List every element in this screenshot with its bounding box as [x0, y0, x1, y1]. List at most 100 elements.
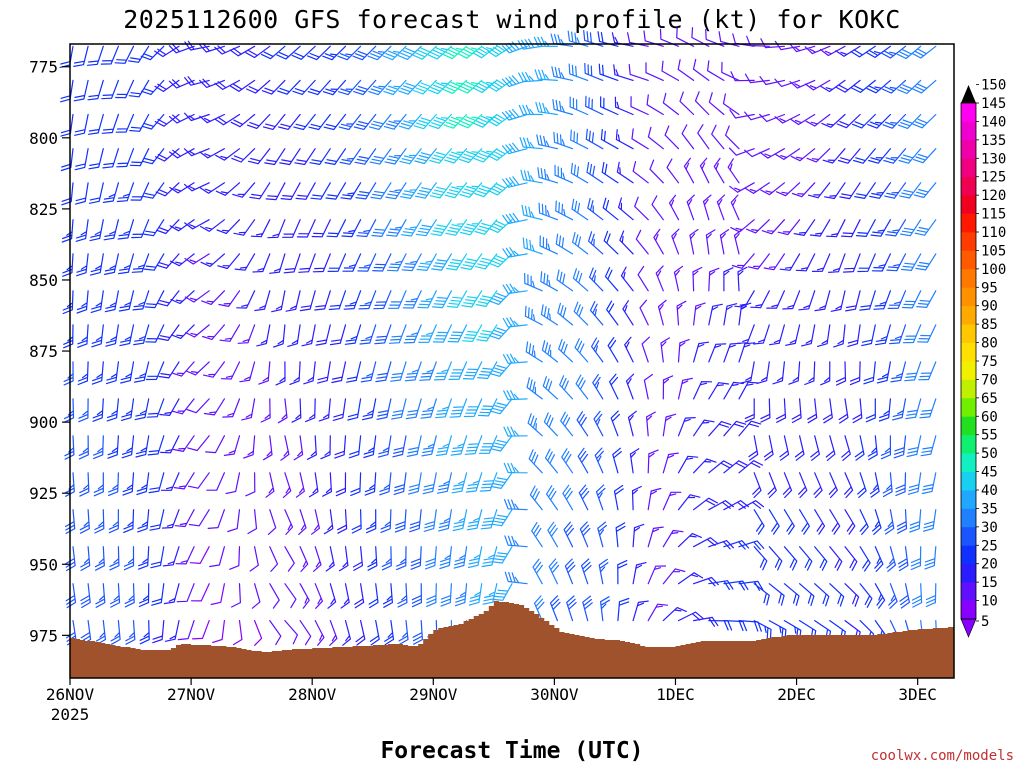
colorbar-swatch: [961, 158, 976, 178]
wind-barb: [86, 45, 104, 66]
wind-barb: [795, 253, 816, 272]
wind-barb: [342, 253, 362, 272]
wind-barb: [154, 113, 180, 127]
wind-barb: [543, 412, 558, 437]
wind-barb: [444, 148, 468, 164]
wind-barb: [457, 45, 483, 59]
wind-barb: [857, 472, 867, 498]
y-tick-label: 875: [29, 342, 58, 361]
wind-barb: [368, 79, 392, 96]
wind-barb: [489, 324, 513, 340]
wind-barb: [462, 324, 483, 343]
wind-barb: [60, 148, 74, 172]
wind-barb: [245, 472, 256, 497]
wind-barb: [452, 509, 468, 532]
wind-barb: [814, 546, 828, 571]
wind-barb: [885, 219, 907, 237]
wind-barb: [738, 540, 765, 550]
wind-barb: [647, 603, 669, 622]
wind-barb: [295, 182, 316, 200]
wind-barb: [315, 324, 331, 346]
wind-barb: [422, 472, 437, 495]
colorbar-label: 115: [981, 207, 1006, 223]
wind-barb: [187, 472, 210, 489]
wind-barb: [880, 435, 891, 460]
wind-barb: [558, 339, 574, 363]
colorbar-label: 15: [981, 575, 998, 591]
chart-title: 2025112600 GFS forecast wind profile (kt…: [123, 5, 901, 34]
wind-barb: [91, 324, 104, 348]
wind-barb: [487, 44, 513, 58]
wind-barb: [63, 324, 74, 349]
wind-barb: [192, 620, 210, 640]
wind-barb: [212, 620, 225, 643]
colorbar-label: 145: [981, 96, 1006, 112]
wind-barb: [90, 290, 104, 313]
colorbar-swatch: [961, 250, 976, 270]
wind-barb: [428, 113, 452, 130]
colorbar-swatch: [961, 582, 976, 601]
wind-barb: [439, 546, 452, 570]
wind-barb: [446, 290, 468, 308]
wind-barb: [339, 148, 362, 165]
wind-barb: [108, 509, 119, 534]
wind-barb: [502, 283, 528, 295]
wind-barb: [888, 324, 907, 345]
x-tick-year: 2025: [51, 705, 90, 724]
wind-barb: [609, 373, 619, 400]
wind-barb: [878, 398, 891, 422]
wind-barb: [429, 182, 452, 199]
x-tick-label: 29NOV: [409, 685, 458, 704]
wind-barb: [924, 546, 937, 570]
wind-barb: [400, 182, 422, 199]
wind-barb: [110, 583, 121, 608]
wind-barb: [397, 45, 422, 60]
wind-barb: [343, 290, 362, 310]
wind-barb: [163, 583, 180, 605]
wind-barb: [662, 375, 674, 400]
wind-barb: [73, 45, 89, 67]
wind-barb: [809, 219, 831, 237]
wind-barb: [763, 253, 785, 271]
wind-barb: [744, 73, 770, 84]
wind-barb: [760, 182, 785, 196]
wind-barb: [857, 253, 876, 273]
wind-barb: [199, 43, 225, 53]
wind-barb: [859, 583, 873, 608]
wind-barb: [94, 509, 105, 534]
wind-barb: [314, 620, 325, 646]
speed-colorbar: 1501451401351301251201151101051009590858…: [960, 78, 1006, 638]
wind-barb: [205, 435, 225, 454]
wind-barb: [361, 398, 377, 421]
wind-barb: [285, 290, 301, 312]
wind-barb: [536, 134, 558, 150]
wind-barb: [618, 197, 634, 221]
wind-barb: [299, 583, 310, 609]
wind-barb: [488, 290, 513, 305]
wind-barb: [489, 361, 513, 377]
wind-barb: [920, 435, 937, 457]
wind-barb: [249, 546, 259, 572]
wind-barb: [774, 40, 801, 51]
wind-barb: [504, 499, 528, 511]
colorbar-top-arrow: [961, 85, 976, 103]
wind-barb: [888, 583, 898, 609]
wind-barb: [693, 419, 715, 437]
wind-barb: [881, 79, 907, 94]
plot-frame: [69, 43, 955, 679]
wind-barb: [869, 182, 891, 199]
wind-barb: [409, 509, 422, 533]
wind-barb: [738, 342, 756, 363]
wind-barb: [557, 302, 574, 326]
wind-barb: [296, 219, 316, 238]
wind-barb: [730, 71, 755, 82]
wind-barb: [262, 113, 286, 130]
wind-barb: [683, 157, 695, 184]
wind-barb: [779, 435, 790, 461]
wind-barb: [325, 546, 335, 572]
wind-barb: [761, 219, 785, 235]
wind-barb: [351, 509, 362, 534]
wind-barb: [854, 182, 876, 199]
wind-barb: [677, 455, 699, 474]
wind-barb: [103, 219, 119, 241]
